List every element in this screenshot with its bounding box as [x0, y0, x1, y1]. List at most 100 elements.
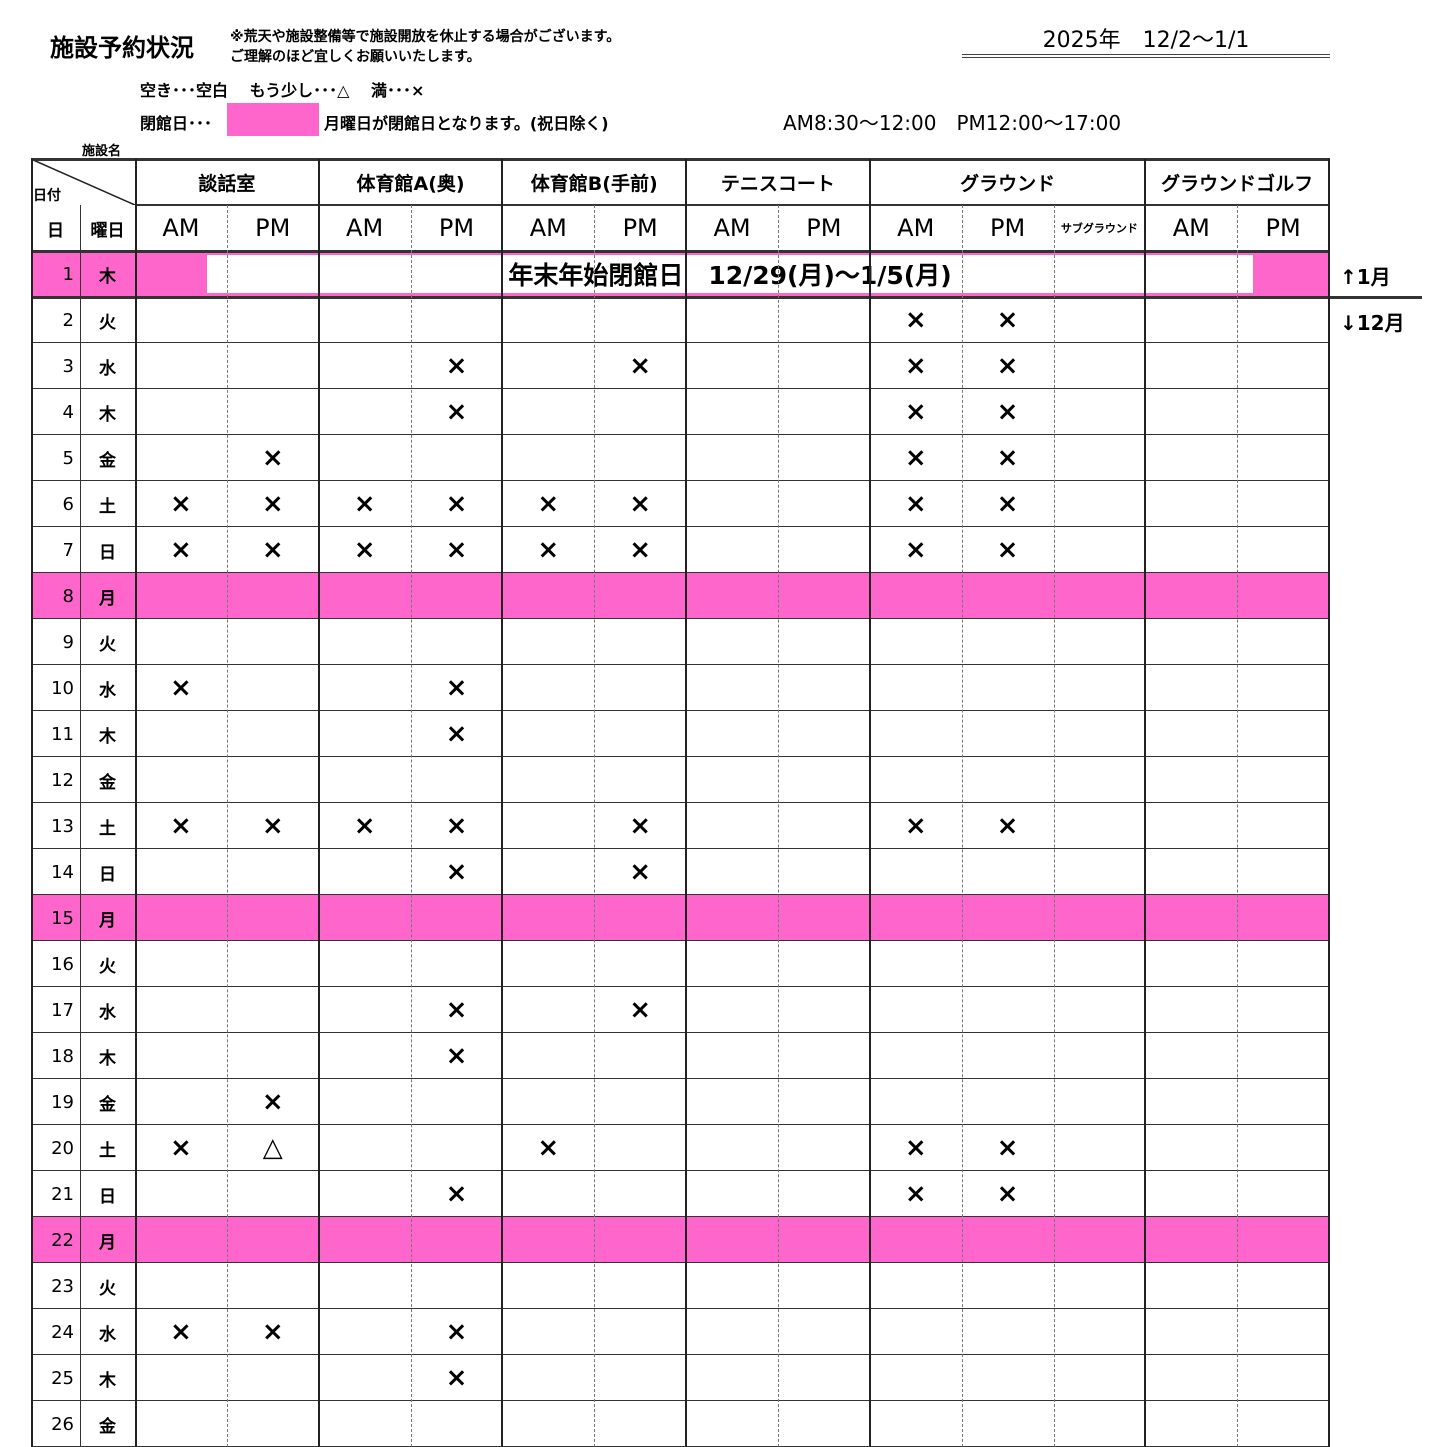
reservation-cell[interactable]	[686, 297, 778, 343]
reservation-cell[interactable]	[778, 297, 870, 343]
full-mark[interactable]: ×	[445, 673, 468, 703]
reservation-cell[interactable]	[135, 1079, 227, 1125]
full-mark[interactable]: ×	[537, 1133, 560, 1163]
reservation-cell[interactable]	[227, 1171, 319, 1217]
reservation-cell[interactable]	[870, 1309, 962, 1355]
reservation-cell[interactable]	[686, 1033, 778, 1079]
reservation-cell[interactable]	[319, 665, 411, 711]
reservation-cell[interactable]	[502, 849, 594, 895]
full-mark[interactable]: ×	[629, 995, 652, 1025]
reservation-cell[interactable]	[1054, 711, 1146, 757]
full-mark[interactable]: ×	[904, 443, 927, 473]
reservation-cell[interactable]	[778, 1309, 870, 1355]
reservation-cell[interactable]	[1054, 1125, 1146, 1171]
reservation-cell[interactable]	[962, 849, 1054, 895]
reservation-cell[interactable]	[594, 665, 686, 711]
reservation-cell[interactable]	[1145, 1171, 1237, 1217]
reservation-cell[interactable]	[870, 665, 962, 711]
reservation-cell[interactable]	[870, 1355, 962, 1401]
reservation-cell[interactable]	[1054, 481, 1146, 527]
full-mark[interactable]: ×	[904, 489, 927, 519]
reservation-cell[interactable]	[1237, 849, 1329, 895]
reservation-cell[interactable]	[778, 987, 870, 1033]
reservation-cell[interactable]	[686, 1079, 778, 1125]
full-mark[interactable]: ×	[170, 1133, 192, 1163]
reservation-cell[interactable]	[686, 435, 778, 481]
full-mark[interactable]: ×	[261, 489, 284, 519]
full-mark[interactable]: ×	[445, 857, 468, 887]
reservation-cell[interactable]	[227, 343, 319, 389]
reservation-cell[interactable]	[1054, 1079, 1146, 1125]
reservation-cell[interactable]	[1145, 665, 1237, 711]
full-mark[interactable]: ×	[996, 535, 1019, 565]
reservation-cell[interactable]	[686, 711, 778, 757]
full-mark[interactable]: ×	[445, 1041, 468, 1071]
reservation-cell[interactable]	[962, 1079, 1054, 1125]
reservation-cell[interactable]	[594, 1171, 686, 1217]
reservation-cell[interactable]	[870, 1033, 962, 1079]
reservation-cell[interactable]	[594, 1125, 686, 1171]
reservation-cell[interactable]	[686, 803, 778, 849]
reservation-cell[interactable]	[594, 435, 686, 481]
reservation-cell[interactable]	[502, 343, 594, 389]
full-mark[interactable]: ×	[904, 351, 927, 381]
full-mark[interactable]: ×	[353, 489, 376, 519]
reservation-cell[interactable]	[778, 849, 870, 895]
reservation-cell[interactable]	[1145, 527, 1237, 573]
reservation-cell[interactable]	[594, 1079, 686, 1125]
reservation-cell[interactable]	[502, 1033, 594, 1079]
reservation-cell[interactable]	[686, 343, 778, 389]
reservation-cell[interactable]	[1145, 1033, 1237, 1079]
reservation-cell[interactable]	[502, 665, 594, 711]
full-mark[interactable]: ×	[445, 811, 468, 841]
reservation-cell[interactable]	[227, 849, 319, 895]
reservation-cell[interactable]	[1237, 1079, 1329, 1125]
reservation-cell[interactable]	[778, 803, 870, 849]
reservation-cell[interactable]	[502, 1309, 594, 1355]
reservation-cell[interactable]	[319, 435, 411, 481]
reservation-cell[interactable]	[594, 1355, 686, 1401]
full-mark[interactable]: ×	[445, 1317, 468, 1347]
reservation-cell[interactable]	[594, 389, 686, 435]
reservation-cell[interactable]	[686, 481, 778, 527]
reservation-cell[interactable]	[502, 1079, 594, 1125]
reservation-cell[interactable]	[135, 987, 227, 1033]
reservation-cell[interactable]	[962, 665, 1054, 711]
few-left-mark[interactable]: △	[262, 1133, 283, 1163]
reservation-cell[interactable]	[962, 987, 1054, 1033]
full-mark[interactable]: ×	[904, 1179, 927, 1209]
reservation-cell[interactable]	[135, 1355, 227, 1401]
full-mark[interactable]: ×	[629, 351, 652, 381]
full-mark[interactable]: ×	[629, 811, 652, 841]
full-mark[interactable]: ×	[170, 673, 192, 703]
full-mark[interactable]: ×	[904, 811, 927, 841]
reservation-cell[interactable]	[319, 389, 411, 435]
full-mark[interactable]: ×	[996, 351, 1019, 381]
full-mark[interactable]: ×	[996, 489, 1019, 519]
reservation-cell[interactable]	[778, 435, 870, 481]
reservation-cell[interactable]	[1054, 803, 1146, 849]
reservation-cell[interactable]	[778, 1033, 870, 1079]
reservation-cell[interactable]	[778, 389, 870, 435]
reservation-cell[interactable]	[227, 987, 319, 1033]
reservation-cell[interactable]	[686, 1125, 778, 1171]
reservation-cell[interactable]	[870, 849, 962, 895]
reservation-cell[interactable]	[1054, 1171, 1146, 1217]
full-mark[interactable]: ×	[904, 397, 927, 427]
reservation-cell[interactable]	[1237, 1355, 1329, 1401]
reservation-cell[interactable]	[1054, 297, 1146, 343]
reservation-cell[interactable]	[962, 1033, 1054, 1079]
full-mark[interactable]: ×	[537, 489, 560, 519]
full-mark[interactable]: ×	[996, 1179, 1019, 1209]
reservation-cell[interactable]	[686, 987, 778, 1033]
reservation-cell[interactable]	[778, 711, 870, 757]
reservation-cell[interactable]	[1237, 987, 1329, 1033]
reservation-cell[interactable]	[778, 1125, 870, 1171]
reservation-cell[interactable]	[870, 987, 962, 1033]
reservation-cell[interactable]	[411, 435, 503, 481]
reservation-cell[interactable]	[1237, 343, 1329, 389]
reservation-cell[interactable]	[686, 1309, 778, 1355]
full-mark[interactable]: ×	[996, 443, 1019, 473]
reservation-cell[interactable]	[135, 711, 227, 757]
full-mark[interactable]: ×	[996, 811, 1019, 841]
